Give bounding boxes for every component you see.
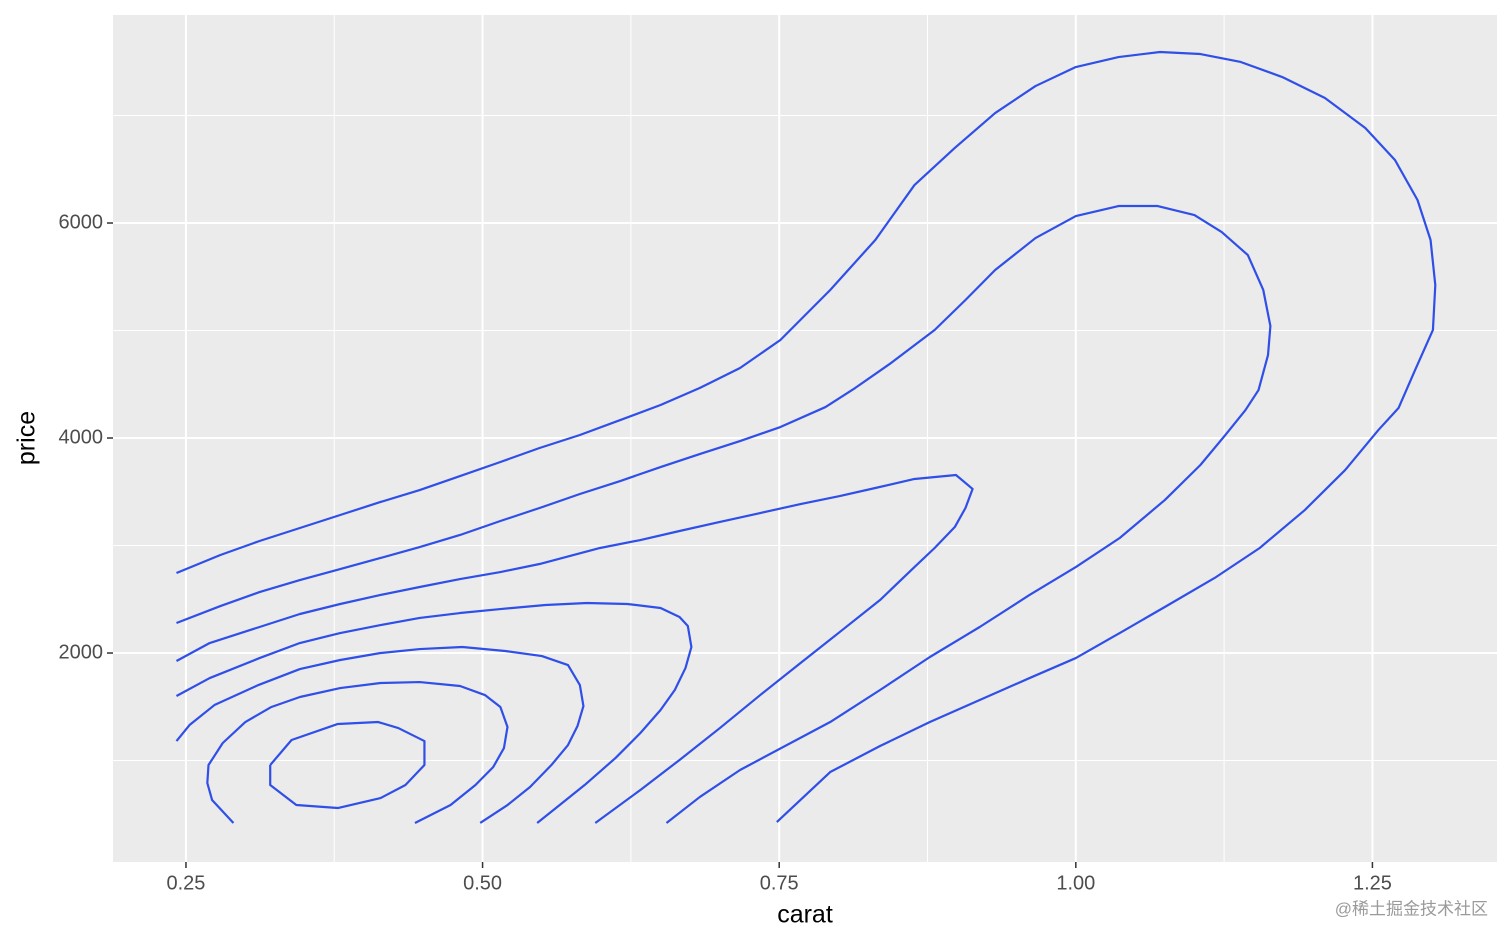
contour-line	[175, 645, 585, 824]
y-tick-label: 4000	[59, 426, 104, 448]
y-tick-label: 2000	[59, 641, 104, 663]
x-tick-label: 1.25	[1353, 872, 1392, 894]
watermark: @稀土掘金技术社区	[1335, 899, 1488, 918]
x-tick-label: 0.25	[166, 872, 205, 894]
contour-line	[175, 601, 693, 824]
x-axis-title: carat	[777, 901, 833, 929]
contour-line	[176, 50, 1437, 823]
y-tick-label: 6000	[59, 211, 104, 233]
y-axis-title: price	[13, 411, 41, 465]
contour-line	[269, 720, 426, 810]
x-tick-label: 1.00	[1056, 872, 1095, 894]
x-tick-label: 0.50	[463, 872, 502, 894]
contour-line	[206, 680, 509, 824]
contour-line	[176, 204, 1272, 824]
x-tick-label: 0.75	[760, 872, 799, 894]
contour-line	[175, 473, 974, 824]
